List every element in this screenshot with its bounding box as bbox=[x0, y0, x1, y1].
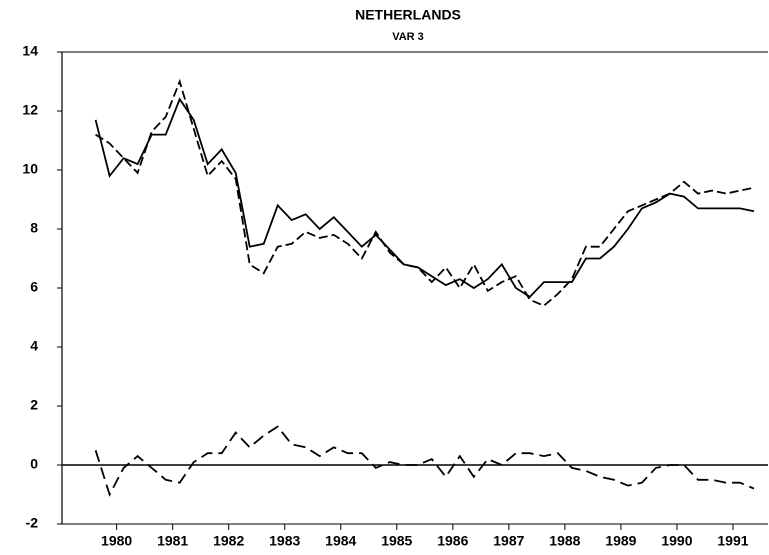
x-tick-label: 1987 bbox=[493, 533, 524, 549]
y-tick-label: 2 bbox=[30, 397, 38, 413]
data-line bbox=[94, 97, 755, 299]
x-tick-label: 1989 bbox=[605, 533, 636, 549]
y-tick-label: 0 bbox=[30, 456, 38, 472]
x-tick-label: 1986 bbox=[437, 533, 468, 549]
x-tick-label: 1982 bbox=[213, 533, 244, 549]
chart-subtitle: VAR 3 bbox=[392, 31, 424, 43]
x-tick-label: 1980 bbox=[101, 533, 132, 549]
x-tick-label: 1981 bbox=[157, 533, 188, 549]
x-tick-label: 1985 bbox=[381, 533, 412, 549]
y-tick-label: 10 bbox=[22, 161, 38, 177]
y-tick-label: 4 bbox=[30, 338, 38, 354]
y-tick-label: 6 bbox=[30, 279, 38, 295]
y-tick-label: 8 bbox=[30, 220, 38, 236]
chart-title: NETHERLANDS bbox=[355, 7, 461, 23]
y-tick-label: -2 bbox=[26, 515, 39, 531]
x-tick-label: 1983 bbox=[269, 533, 300, 549]
x-tick-label: 1984 bbox=[325, 533, 356, 549]
x-tick-label: 1991 bbox=[717, 533, 748, 549]
y-tick-label: 12 bbox=[22, 102, 38, 118]
data-line bbox=[94, 425, 755, 497]
data-line bbox=[95, 78, 755, 307]
y-tick-label: 14 bbox=[22, 43, 38, 59]
x-tick-label: 1990 bbox=[661, 533, 692, 549]
x-tick-label: 1988 bbox=[549, 533, 580, 549]
